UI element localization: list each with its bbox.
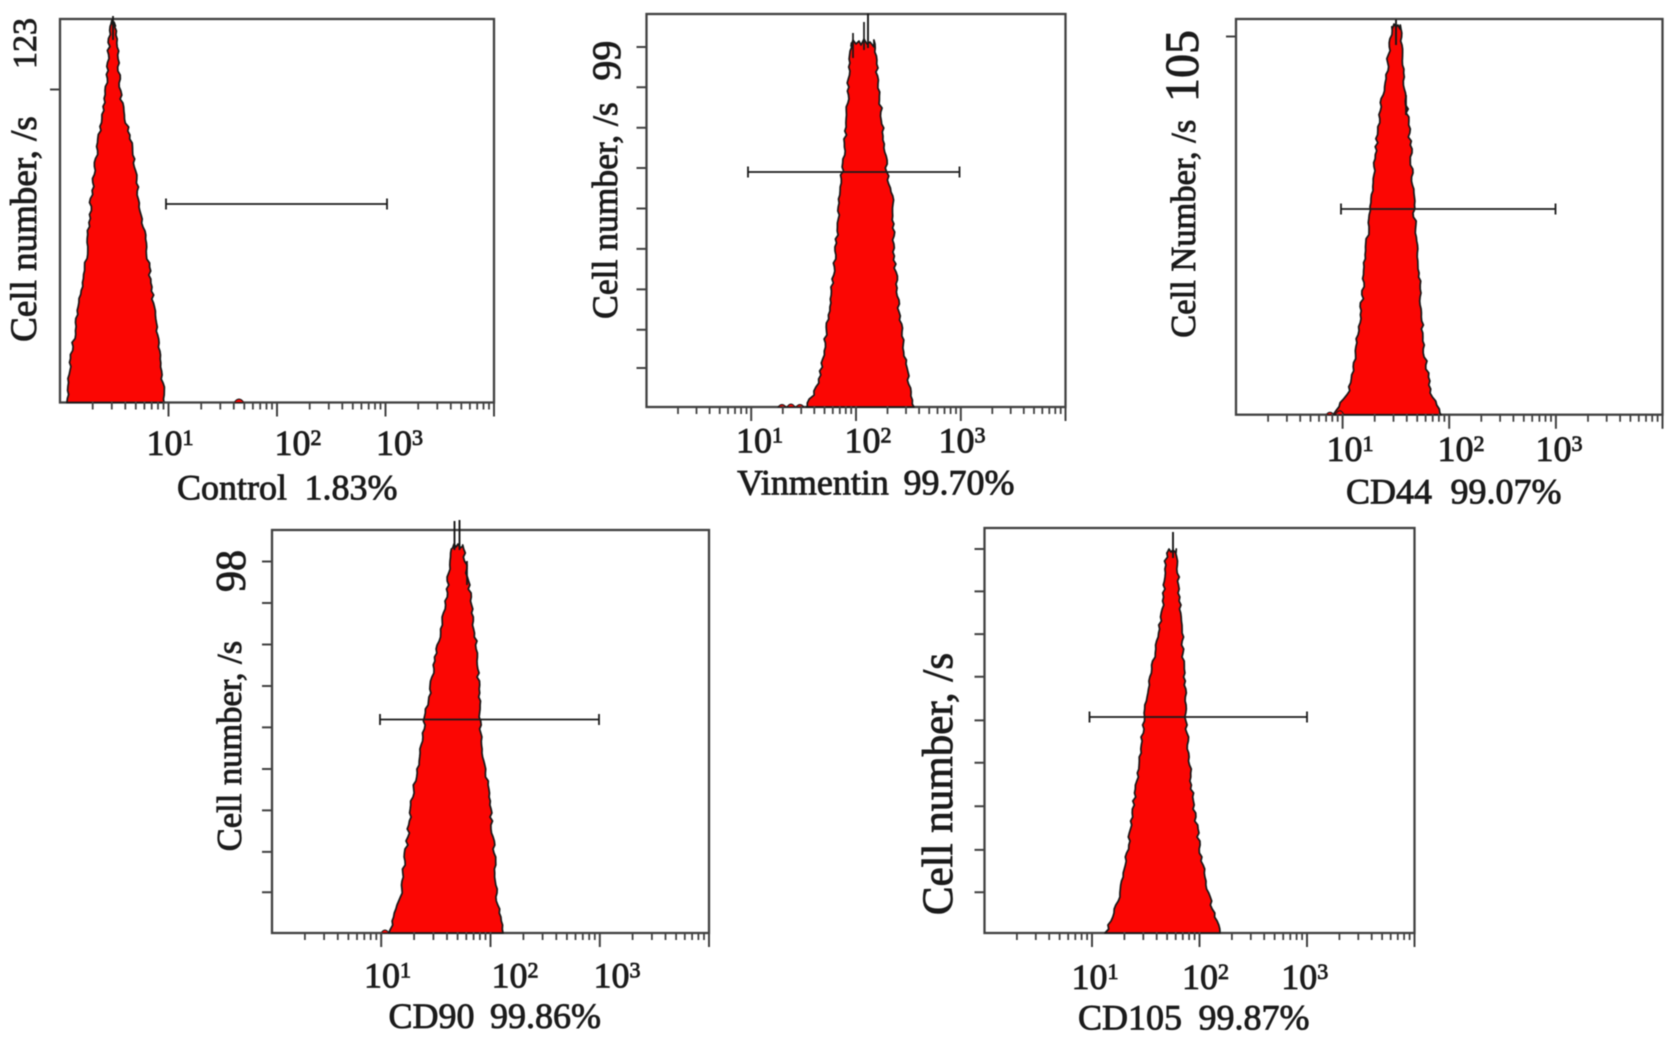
svg-text:98: 98	[209, 550, 255, 592]
svg-text:101: 101	[147, 423, 194, 463]
svg-text:Cell number, /s: Cell number, /s	[585, 102, 625, 318]
svg-text:102: 102	[1182, 957, 1229, 997]
svg-text:102: 102	[275, 423, 322, 463]
svg-text:103: 103	[594, 956, 641, 996]
svg-text:103: 103	[1281, 957, 1328, 997]
svg-text:CD44: CD44	[1346, 472, 1432, 512]
svg-text:102: 102	[1438, 429, 1485, 469]
svg-text:99.86%: 99.86%	[490, 996, 601, 1035]
svg-text:101: 101	[1072, 957, 1119, 997]
svg-text:103: 103	[376, 423, 423, 463]
svg-text:103: 103	[939, 421, 986, 461]
svg-text:Vinmentin: Vinmentin	[737, 463, 889, 503]
svg-text:103: 103	[1536, 429, 1583, 469]
svg-text:99.87%: 99.87%	[1199, 998, 1310, 1036]
svg-text:CD90: CD90	[388, 996, 474, 1035]
svg-text:101: 101	[1327, 429, 1374, 469]
svg-text:Cell Number, /s: Cell Number, /s	[1165, 120, 1203, 338]
svg-text:Cell number, /s: Cell number, /s	[915, 653, 962, 915]
svg-text:99.70%: 99.70%	[904, 463, 1015, 503]
svg-text:Cell number, /s: Cell number, /s	[211, 641, 249, 851]
svg-text:105: 105	[1156, 30, 1209, 102]
svg-text:123: 123	[7, 18, 44, 69]
svg-text:Cell number, /s: Cell number, /s	[4, 116, 45, 342]
svg-text:Control: Control	[177, 468, 287, 508]
svg-text:102: 102	[845, 421, 892, 461]
svg-text:CD105: CD105	[1078, 998, 1182, 1036]
svg-text:101: 101	[736, 421, 783, 461]
svg-text:99.07%: 99.07%	[1451, 472, 1562, 512]
svg-text:102: 102	[492, 956, 539, 996]
svg-text:101: 101	[364, 956, 411, 996]
svg-text:99: 99	[584, 41, 629, 81]
svg-text:1.83%: 1.83%	[305, 468, 398, 508]
